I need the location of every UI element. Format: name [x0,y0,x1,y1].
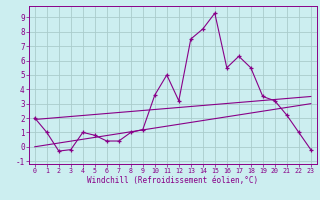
X-axis label: Windchill (Refroidissement éolien,°C): Windchill (Refroidissement éolien,°C) [87,176,258,185]
